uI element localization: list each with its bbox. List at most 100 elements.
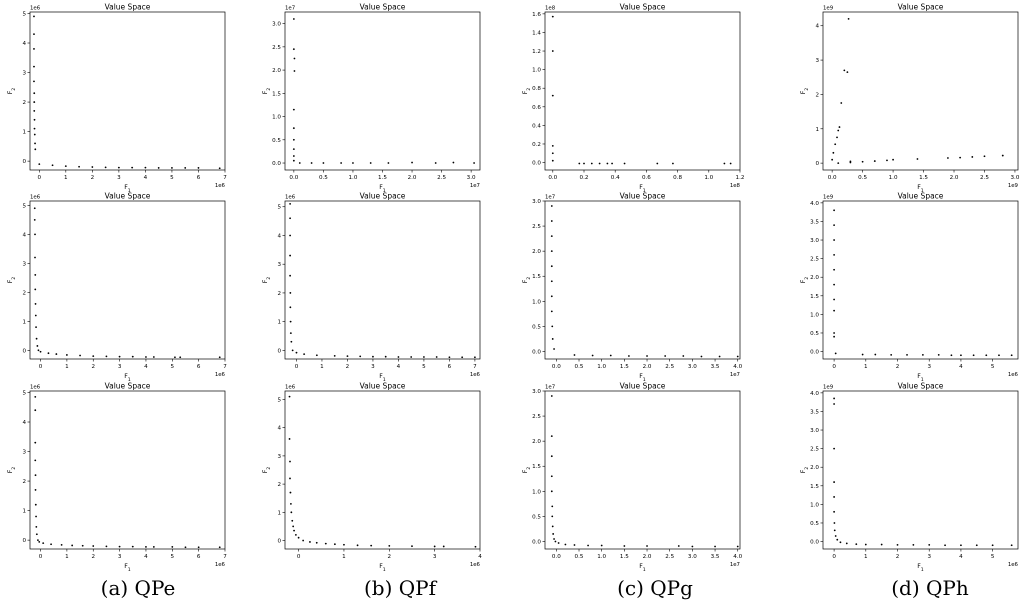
data-point [333,543,336,546]
data-point [855,543,858,546]
data-point [906,354,908,356]
data-point [289,234,291,237]
data-point [118,545,121,548]
data-point [1010,544,1013,547]
data-point [646,545,648,547]
data-point [861,160,864,163]
chart-title: Value Space [105,382,151,391]
y-axis-label: F2 [800,88,810,95]
data-point [343,543,345,546]
x-offset-label: 1e6 [215,183,226,189]
y-tick-label: 4 [815,24,819,30]
data-point [552,533,555,535]
y-tick-label: 1 [22,130,26,136]
y-tick-label: 3.0 [532,199,541,205]
data-point [550,220,553,222]
data-point [71,544,74,547]
x-tick-label: 4 [959,364,963,370]
data-point [34,503,37,506]
y-offset-label: 1e7 [285,6,295,12]
x-tick-label: 3.0 [1011,175,1020,181]
data-point [833,403,835,405]
y-offset-label: 1e6 [30,195,41,201]
data-point [295,351,298,354]
x-tick-label: 4 [959,554,963,560]
data-point [291,349,294,352]
chart-title: Value Space [898,382,944,391]
chart-panel-c2: Value Space 0.0 0.5 1.0 1.5 2.0 2.5 3.0 3.5 4.0 0.… [522,192,743,383]
data-point [290,502,292,505]
y-offset-label: 1e6 [285,385,296,391]
data-point [840,102,843,104]
data-point [65,354,68,356]
data-point [886,159,888,162]
data-point [218,546,221,549]
x-tick-label: 3 [371,364,375,370]
x-tick-label: 5 [991,554,995,560]
chart-panel-a2: Value Space 0 1 2 3 4 5 6 7 0 1 2 3 4 5 1e6 1e6 F1 F2 [7,192,227,383]
data-point [309,541,311,543]
data-point [145,546,147,548]
x-tick-label: 2.5 [665,364,674,370]
data-point [473,162,475,164]
data-point [289,460,291,463]
x-tick-label: 5 [171,364,175,370]
data-point [289,292,292,294]
x-tick-label: 3 [118,364,122,370]
data-point [292,108,295,111]
data-point [433,545,436,548]
x-tick-label: 0.5 [319,175,328,181]
data-point [550,280,553,283]
y-axis-label: F2 [7,277,17,284]
data-point [590,162,593,165]
y-tick-label: 3.0 [272,22,281,28]
data-point [983,155,986,158]
data-point [435,356,438,358]
x-tick-label: 6 [197,364,201,370]
x-tick-label: 4 [144,175,148,181]
y-tick-label: 1.0 [532,68,541,74]
y-tick-label: 1 [277,320,281,326]
y-tick-label: 5 [22,11,26,17]
data-point [39,350,42,353]
data-point [550,490,553,493]
data-point [646,355,648,357]
data-point [397,356,400,358]
x-offset-label: 1e6 [1008,372,1019,378]
data-point [553,348,555,350]
caption-c: (c) QPg [617,576,693,600]
data-point [290,511,293,514]
x-tick-label: 1.5 [919,175,928,181]
data-point [832,151,835,154]
data-point [833,522,836,524]
x-tick-label: 0 [38,175,42,181]
plot-frame [544,200,741,360]
x-tick-label: 2 [91,364,95,370]
x-tick-label: 3 [118,554,122,560]
y-axis-label: F2 [800,467,810,474]
x-tick-label: 2 [388,554,392,560]
y-tick-label: 2 [22,290,26,296]
data-point [33,110,36,112]
data-point [972,354,975,357]
data-point [959,156,962,159]
y-tick-label: 0.0 [272,161,281,167]
data-point [292,155,295,157]
y-tick-label: 4.0 [810,391,819,397]
data-point [611,162,613,165]
x-offset-label: 1e6 [215,372,226,378]
data-point [292,18,295,20]
y-tick-label: 0.0 [532,539,541,545]
chart-panel-d3: Value Space 0 1 2 3 4 5 0.0 0.5 1.0 1.5 2.0 2.5 3.0 3.… [800,382,1019,573]
chart-title: Value Space [620,382,666,391]
data-point [442,545,445,548]
data-point [179,356,182,359]
x-tick-label: 0 [832,364,836,370]
data-point [846,71,849,74]
data-point [833,209,835,212]
data-point [303,353,306,356]
data-point [346,355,349,358]
data-point [293,529,295,532]
data-point [105,355,108,358]
